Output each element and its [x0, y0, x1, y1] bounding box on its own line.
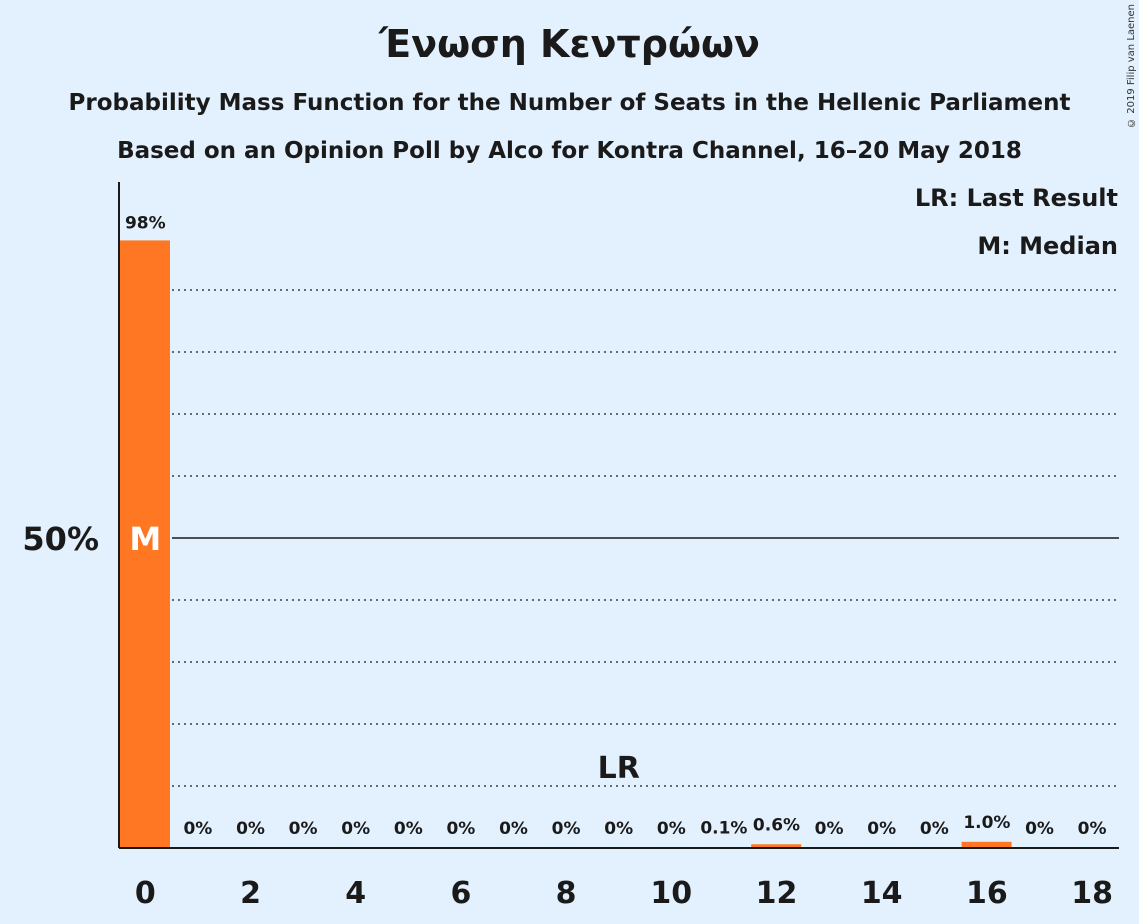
bar — [961, 841, 1012, 848]
x-tick-label: 10 — [650, 876, 692, 911]
legend-last-result: LR: Last Result — [914, 184, 1118, 212]
chart-subtitle: Probability Mass Function for the Number… — [68, 90, 1071, 116]
y-tick-label: 50% — [22, 520, 99, 558]
x-tick-label: 18 — [1071, 876, 1113, 911]
x-tick-label: 8 — [556, 876, 577, 911]
data-label: 98% — [125, 213, 166, 233]
data-label: 0% — [657, 819, 686, 839]
data-label: 0.6% — [753, 815, 800, 835]
chart-subtitle-source: Based on an Opinion Poll by Alco for Kon… — [117, 138, 1022, 164]
median-marker: M — [129, 520, 161, 558]
data-label: 0% — [815, 819, 844, 839]
data-label: 0% — [499, 819, 528, 839]
x-tick-label: 14 — [861, 876, 903, 911]
last-result-marker: LR — [598, 751, 640, 786]
data-label: 0% — [394, 819, 423, 839]
x-tick-label: 6 — [450, 876, 471, 911]
bar — [120, 240, 170, 848]
bar — [751, 844, 802, 848]
data-label: 1.0% — [963, 813, 1010, 833]
data-label: 0.1% — [700, 818, 747, 838]
data-label: 0% — [920, 819, 949, 839]
legend-median: M: Median — [977, 232, 1118, 260]
data-label: 0% — [183, 819, 212, 839]
data-label: 0% — [1025, 819, 1054, 839]
data-label: 0% — [341, 819, 370, 839]
data-label: 0% — [446, 819, 475, 839]
data-label: 0% — [552, 819, 581, 839]
data-label: 0% — [604, 819, 633, 839]
data-label: 0% — [1078, 819, 1107, 839]
x-tick-label: 16 — [966, 876, 1008, 911]
x-tick-label: 0 — [135, 876, 156, 911]
x-tick-label: 4 — [345, 876, 366, 911]
x-tick-label: 2 — [240, 876, 261, 911]
data-label: 0% — [236, 819, 265, 839]
data-label: 0% — [289, 819, 318, 839]
x-tick-label: 12 — [756, 876, 798, 911]
data-label: 0% — [867, 819, 896, 839]
chart-title: Ένωση Κεντρώων — [379, 22, 760, 66]
